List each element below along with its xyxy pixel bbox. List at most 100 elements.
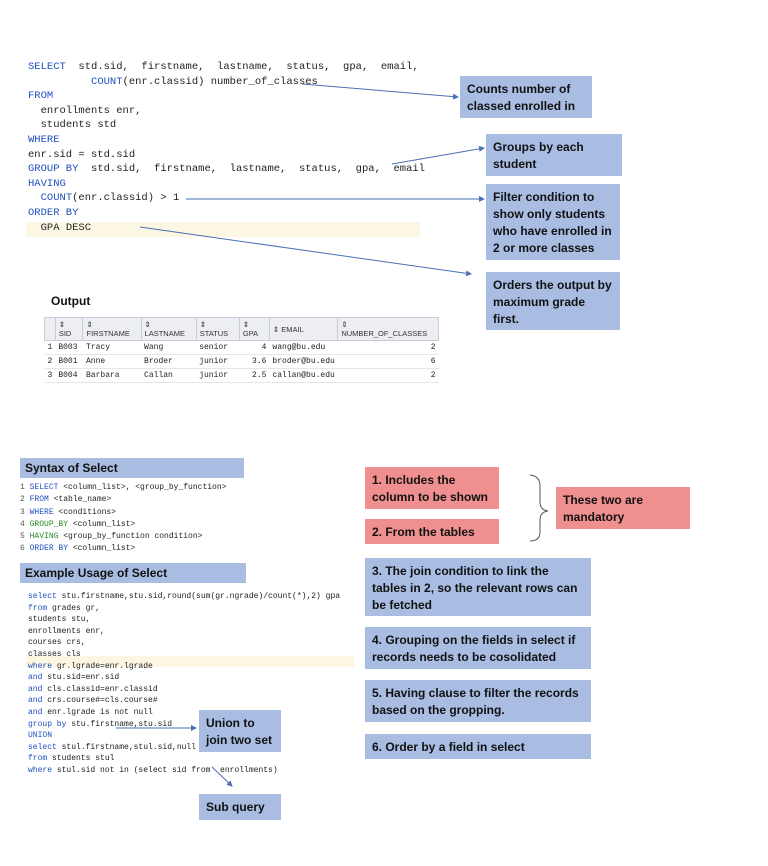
sql-keyword: ORDER BY xyxy=(29,544,69,554)
code-line: students std xyxy=(28,118,425,133)
syntax-line: 2 FROM <table_name> xyxy=(20,494,226,506)
connector-arrows-top xyxy=(139,83,485,277)
sql-keyword: FROM xyxy=(29,495,49,505)
code-text: stu.sid=enr.sid xyxy=(42,673,120,683)
sql-function: COUNT xyxy=(40,192,73,205)
example-line: classes cls xyxy=(28,649,340,661)
column-header: ⇕ SID xyxy=(54,317,84,341)
example-line: and stu.sid=enr.sid xyxy=(28,672,340,684)
code-line: COUNT(enr.classid) number_of_classes xyxy=(28,75,425,90)
sql-keyword: and xyxy=(28,696,43,706)
table-cell: wang@bu.edu xyxy=(269,340,338,355)
code-text: gr.lgrade=enr.lgrade xyxy=(52,661,153,671)
callout-group: Groups by each student xyxy=(486,134,622,176)
note-4: 4. Grouping on the fields in select if r… xyxy=(365,627,591,669)
syntax-code: 1 SELECT <column_list>, <group_by_functi… xyxy=(20,482,226,556)
note-1: 1. Includes the column to be shown xyxy=(365,467,499,509)
column-header: ⇕ STATUS xyxy=(195,317,240,341)
sql-keyword: ORDER BY xyxy=(28,206,79,219)
sql-keyword: from xyxy=(28,754,48,764)
output-table: ⇕ SID ⇕ FIRSTNAME ⇕ LASTNAME ⇕ STATUS ⇕ GPA ⇕… xyxy=(44,317,439,383)
syntax-line: 6 ORDER BY <column_list> xyxy=(20,543,226,555)
code-text: students stul xyxy=(47,754,115,764)
sql-keyword: FROM xyxy=(28,90,54,103)
table-cell: 2 xyxy=(337,368,439,383)
arrow-order xyxy=(139,226,472,277)
sql-keyword: SELECT xyxy=(29,483,59,492)
table-cell: 3.6 xyxy=(239,354,270,369)
example-title: Example Usage of Select xyxy=(20,563,246,583)
code-text: students stu, xyxy=(28,615,91,625)
example-line: courses crs, xyxy=(28,637,340,649)
bracket xyxy=(529,474,549,542)
highlight-where-line xyxy=(26,656,354,667)
table-cell: Anne xyxy=(82,354,142,369)
code-text: enrollments enr, xyxy=(40,104,142,117)
table-cell: B001 xyxy=(55,354,83,369)
sql-keyword: from xyxy=(28,603,48,613)
code-line: COUNT(enr.classid) > 1 xyxy=(28,191,425,206)
example-line: UNION xyxy=(28,730,340,742)
note-2: 2. From the tables xyxy=(365,519,499,544)
code-text: crs.course#=cls.course# xyxy=(42,696,158,706)
example-line: students stu, xyxy=(28,614,340,626)
note-5: 5. Having clause to filter the records b… xyxy=(365,680,591,722)
code-line: enrollments enr, xyxy=(28,104,425,119)
syntax-title: Syntax of Select xyxy=(20,458,244,478)
sql-keyword: where xyxy=(28,765,53,775)
code-text: grades gr, xyxy=(47,603,101,613)
arrow-subquery xyxy=(211,766,233,787)
table-cell: Wang xyxy=(141,340,197,355)
code-text: <column_list> xyxy=(68,519,136,529)
table-row: 1 B003 Tracy Wang senior 4 wang@bu.edu 2 xyxy=(44,340,439,355)
table-row: 3 B004 Barbara Callan junior 2.5 callan@bu.edu… xyxy=(44,368,439,383)
sql-keyword: HAVING xyxy=(29,532,59,542)
line-number: 3 xyxy=(20,507,30,517)
sql-keyword: WHERE xyxy=(28,133,60,146)
syntax-line: 5 HAVING <group_by_function condition> xyxy=(20,531,226,543)
output-title: Output xyxy=(51,294,91,308)
table-cell: junior xyxy=(196,368,240,383)
table-cell: 2 xyxy=(44,354,56,369)
code-text: <group_by_function condition> xyxy=(58,532,203,542)
line-number: 1 xyxy=(20,483,30,492)
sql-keyword: GROUP BY xyxy=(28,163,79,176)
code-text: (enr.classid) number_of_classes xyxy=(122,75,318,88)
sql-keyword: where xyxy=(28,661,53,671)
connector-arrows-bottom xyxy=(116,474,549,787)
example-line: and crs.course#=cls.course# xyxy=(28,695,340,707)
table-cell: 6 xyxy=(337,354,439,369)
line-number: 6 xyxy=(20,544,30,554)
code-line: SELECT std.sid, firstname, lastname, sta… xyxy=(28,60,425,75)
table-cell: senior xyxy=(196,340,240,355)
column-header: ⇕ EMAIL xyxy=(268,317,339,341)
syntax-line: 3 WHERE <conditions> xyxy=(20,507,226,519)
sql-function: COUNT xyxy=(91,75,123,88)
code-text: std.sid, firstname, lastname, status, gp… xyxy=(78,163,425,176)
table-cell: callan@bu.edu xyxy=(269,368,338,383)
table-cell: 2 xyxy=(337,340,439,355)
syntax-line: 4 GROUP_BY <column_list> xyxy=(20,519,226,531)
code-text: cls.classid=enr.classid xyxy=(42,684,158,694)
sql-keyword: WHERE xyxy=(29,507,54,517)
sql-keyword: group by xyxy=(28,719,67,729)
table-cell: B003 xyxy=(55,340,83,355)
example-line: from grades gr, xyxy=(28,603,340,615)
example-line: enrollments enr, xyxy=(28,626,340,638)
line-number: 5 xyxy=(20,532,30,542)
note-6: 6. Order by a field in select xyxy=(365,734,591,759)
example-line: where gr.lgrade=enr.lgrade xyxy=(28,661,340,673)
code-text: enr.sid = std.sid xyxy=(28,148,136,161)
note-3: 3. The join condition to link the tables… xyxy=(365,558,591,616)
code-text: <conditions> xyxy=(53,507,117,517)
sql-keyword: select xyxy=(28,592,57,601)
code-text: enr.lgrade is not null xyxy=(42,707,153,717)
union-label: Union to join two set xyxy=(199,710,281,752)
line-number: 4 xyxy=(20,519,30,529)
table-cell: B004 xyxy=(55,368,83,383)
code-text: stu.firstname,stu.sid xyxy=(66,719,173,729)
code-text: enrollments enr, xyxy=(28,626,105,636)
code-text: GPA DESC xyxy=(40,221,92,234)
table-cell: Callan xyxy=(141,368,197,383)
code-text: stu.firstname,stu.sid,round(sum(gr.ngrad… xyxy=(56,592,341,601)
